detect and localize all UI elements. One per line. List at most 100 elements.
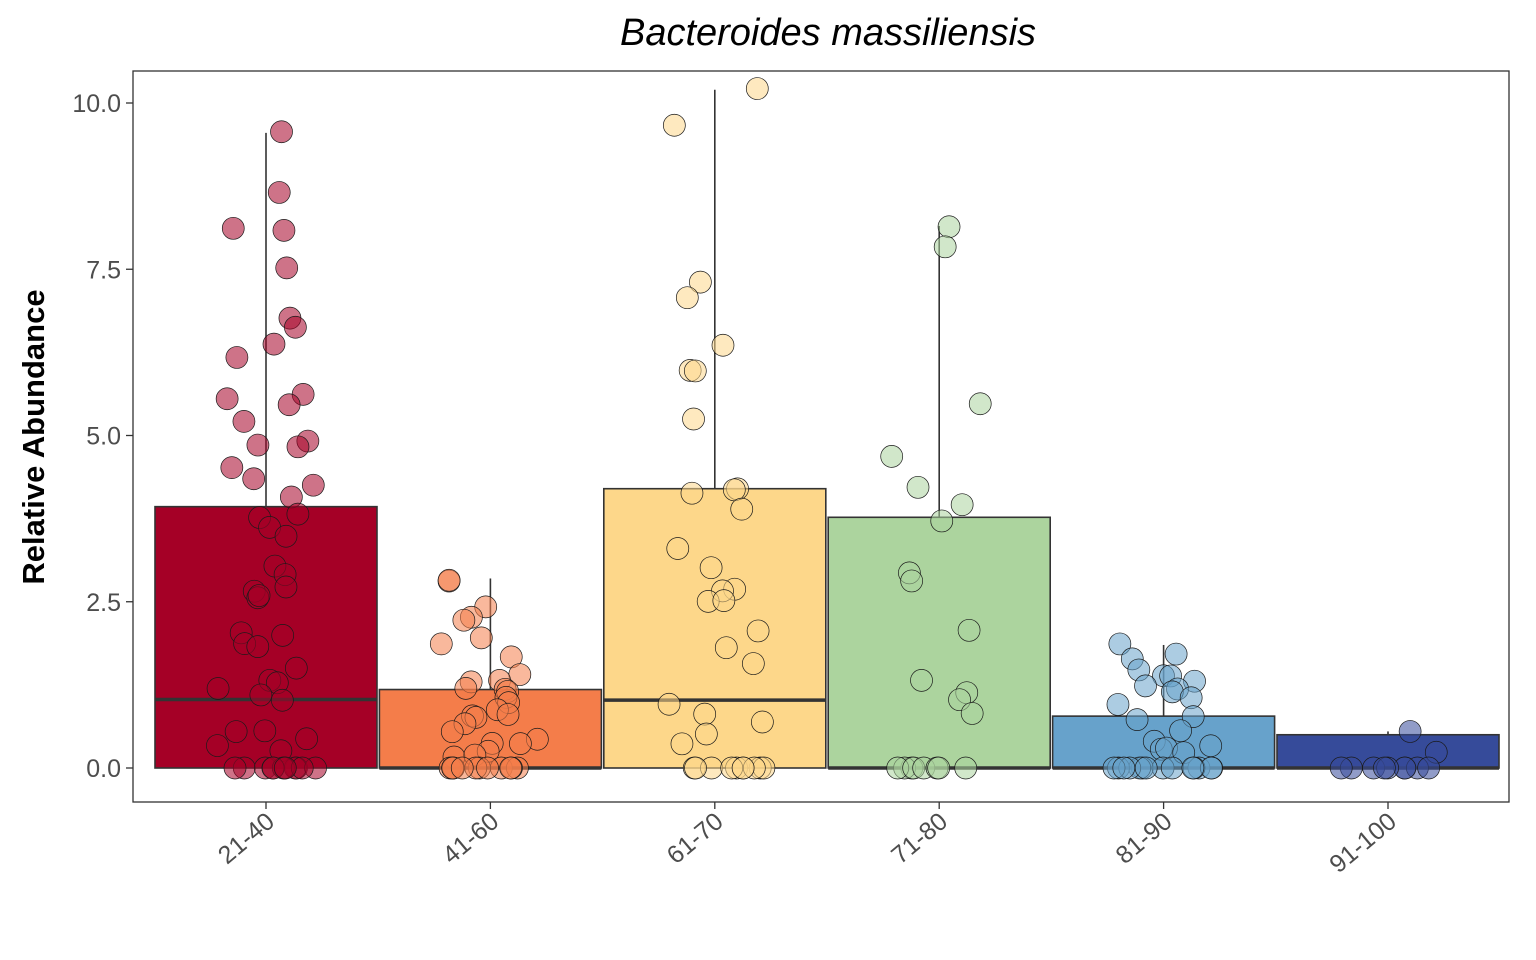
data-point <box>206 734 229 757</box>
data-point <box>215 387 239 411</box>
y-axis-label: Relative Abundance <box>16 289 51 584</box>
data-point <box>1160 756 1184 780</box>
data-point <box>711 333 735 357</box>
plot-area <box>154 77 1500 780</box>
data-point <box>454 677 478 700</box>
data-point <box>693 702 717 726</box>
data-point <box>910 669 933 692</box>
data-point <box>937 215 961 239</box>
data-point <box>699 556 723 580</box>
data-point <box>1112 756 1136 780</box>
data-point <box>499 756 523 780</box>
data-point <box>262 332 286 356</box>
data-point <box>253 719 277 743</box>
data-point <box>1199 734 1223 758</box>
data-point <box>450 756 474 780</box>
data-point <box>662 113 686 137</box>
data-point <box>1329 756 1353 780</box>
data-point <box>267 181 291 204</box>
points-41-60 <box>429 568 549 780</box>
data-point <box>682 407 705 431</box>
data-point <box>246 433 270 457</box>
y-tick-label: 2.5 <box>86 589 121 617</box>
x-tick-label: 41-60 <box>437 807 504 870</box>
data-point <box>273 756 297 780</box>
data-point <box>746 619 770 643</box>
data-point <box>509 732 532 755</box>
data-point <box>271 624 295 647</box>
data-point <box>224 720 248 743</box>
data-point <box>225 346 249 369</box>
data-point <box>286 502 310 526</box>
data-point <box>277 393 301 417</box>
data-point <box>286 435 310 459</box>
data-point <box>675 286 699 310</box>
x-axis: 21-40 41-60 61-70 71-80 81-90 91-100 <box>213 802 1402 879</box>
points-61-70 <box>657 77 776 780</box>
data-point <box>1106 693 1130 716</box>
y-tick-label: 5.0 <box>86 423 121 451</box>
data-point <box>968 392 992 416</box>
data-point <box>751 710 774 734</box>
data-point <box>666 537 690 560</box>
data-point <box>476 756 499 780</box>
data-point <box>689 270 712 294</box>
data-point <box>220 456 244 480</box>
data-point <box>295 727 318 751</box>
data-point <box>1398 720 1422 743</box>
data-point <box>1134 756 1158 780</box>
data-point <box>440 720 464 744</box>
data-point <box>900 569 923 593</box>
data-point <box>1125 708 1149 731</box>
data-point <box>930 509 954 533</box>
plot-border <box>132 70 1510 803</box>
data-point <box>684 756 707 780</box>
data-point <box>1417 756 1440 780</box>
data-point <box>249 683 273 707</box>
data-point <box>274 524 298 548</box>
data-point <box>670 732 694 756</box>
data-point <box>1134 674 1157 698</box>
data-point <box>730 497 754 521</box>
data-point <box>452 608 476 632</box>
data-point <box>906 475 930 499</box>
data-point <box>657 692 681 716</box>
data-point <box>271 688 294 712</box>
data-point <box>232 410 256 433</box>
data-point <box>247 584 271 607</box>
data-point <box>275 256 299 280</box>
data-point <box>223 756 247 780</box>
x-tick-label: 91-100 <box>1324 807 1402 878</box>
data-point <box>221 216 245 240</box>
y-axis: 0.0 2.5 5.0 7.5 10.0 <box>72 90 133 783</box>
data-point <box>469 626 493 650</box>
chart-title: Bacteroides massiliensis <box>620 12 1036 54</box>
data-point <box>731 756 755 780</box>
data-point <box>1108 632 1132 656</box>
data-point <box>680 481 704 505</box>
data-point <box>695 722 718 746</box>
y-tick-label: 7.5 <box>86 256 121 284</box>
data-point <box>496 703 520 726</box>
data-point <box>246 635 270 658</box>
data-point <box>950 493 974 517</box>
y-tick-label: 10.0 <box>72 90 121 118</box>
data-point <box>745 77 769 100</box>
data-point <box>714 636 738 660</box>
data-point <box>1169 719 1192 743</box>
data-point <box>274 575 298 599</box>
data-point <box>712 589 736 612</box>
data-point <box>1373 756 1396 780</box>
data-point <box>880 445 904 468</box>
data-point <box>954 756 978 780</box>
data-point <box>242 467 266 491</box>
data-point <box>284 315 307 339</box>
data-point <box>683 359 707 383</box>
data-point <box>206 677 230 700</box>
y-tick-label: 0.0 <box>86 755 121 783</box>
data-point <box>1179 686 1203 710</box>
box <box>602 487 827 769</box>
data-point <box>272 219 296 242</box>
x-tick-label: 61-70 <box>662 807 729 870</box>
